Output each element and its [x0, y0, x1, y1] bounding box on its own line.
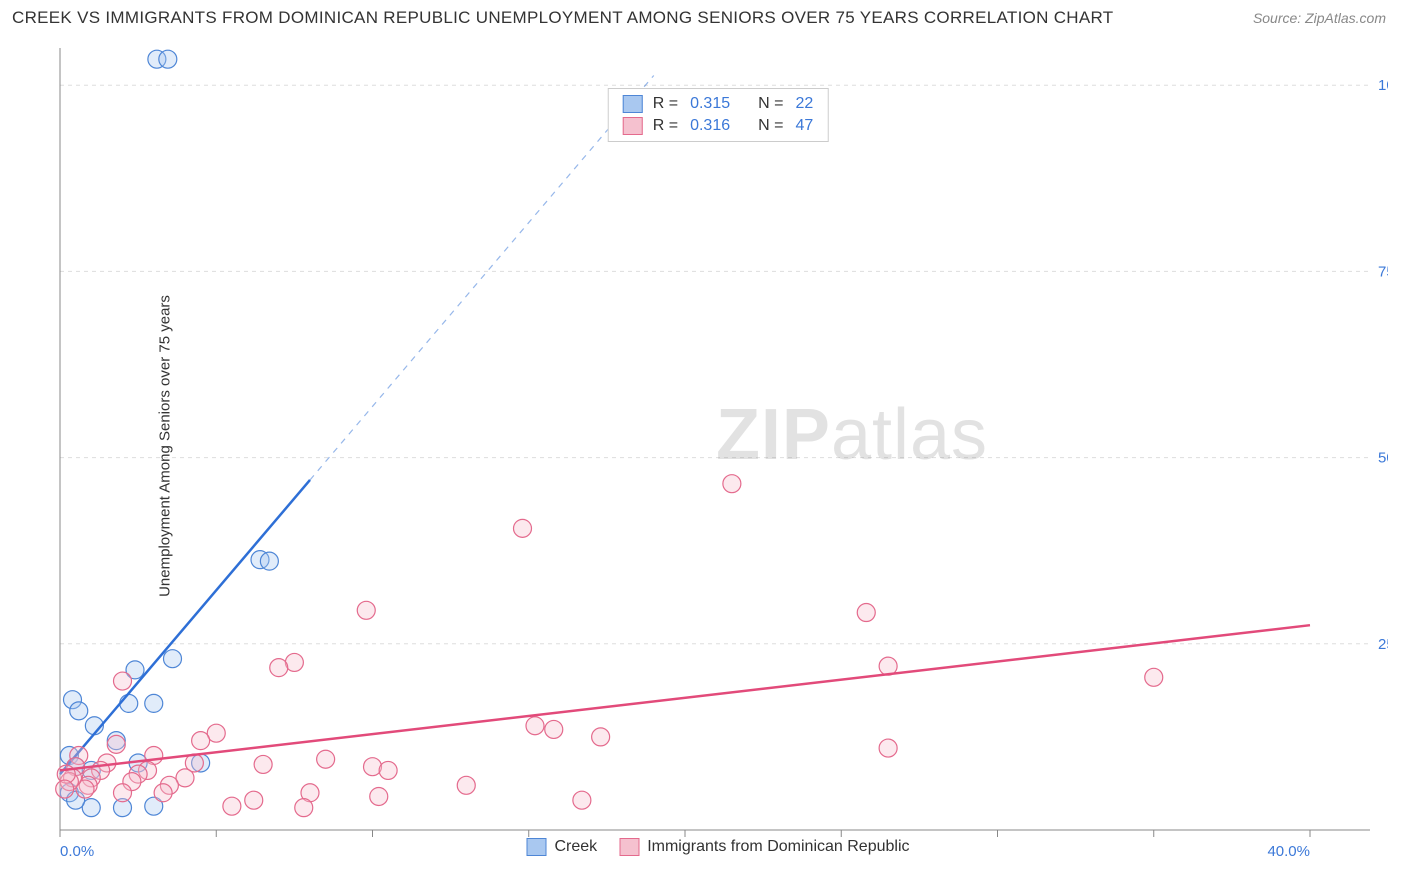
legend-row-creek: R = 0.315 N = 22 — [623, 93, 814, 115]
scatter-plot-svg: 25.0% 50.0% 75.0% 100.0% 0.0% 40.0% — [48, 42, 1388, 860]
data-point-dominican — [879, 739, 897, 757]
n-value: 47 — [795, 117, 813, 135]
r-value: 0.315 — [690, 95, 730, 113]
n-label: N = — [758, 117, 783, 135]
data-point-dominican — [457, 776, 475, 794]
y-tick-label: 25.0% — [1378, 636, 1388, 653]
data-point-dominican — [526, 717, 544, 735]
series-label: Immigrants from Dominican Republic — [647, 838, 909, 856]
r-value: 0.316 — [690, 117, 730, 135]
source-name: ZipAtlas.com — [1305, 10, 1386, 26]
data-point-dominican — [357, 601, 375, 619]
x-tick-label: 40.0% — [1267, 843, 1310, 860]
series-label: Creek — [555, 838, 598, 856]
data-point-dominican — [514, 519, 532, 537]
x-tick-label: 0.0% — [60, 843, 94, 860]
trend-line-dominican — [60, 625, 1310, 770]
data-point-creek — [159, 50, 177, 68]
data-point-dominican — [114, 672, 132, 690]
r-label: R = — [653, 95, 678, 113]
data-point-dominican — [107, 735, 125, 753]
data-point-dominican — [114, 784, 132, 802]
data-point-dominican — [223, 797, 241, 815]
chart-area: ZIPatlas 25.0%50.0%75.0%100.0%0.0%40.0% … — [48, 42, 1388, 860]
chart-title: CREEK VS IMMIGRANTS FROM DOMINICAN REPUB… — [12, 8, 1113, 28]
data-point-creek — [164, 650, 182, 668]
data-point-dominican — [723, 475, 741, 493]
series-legend: Creek Immigrants from Dominican Republic — [527, 838, 910, 856]
trend-line-creek — [60, 480, 310, 774]
data-point-creek — [120, 694, 138, 712]
data-point-creek — [70, 702, 88, 720]
data-point-dominican — [379, 761, 397, 779]
data-point-dominican — [857, 604, 875, 622]
source-attribution: Source: ZipAtlas.com — [1253, 10, 1386, 26]
data-point-dominican — [1145, 668, 1163, 686]
data-point-creek — [145, 694, 163, 712]
data-point-dominican — [364, 758, 382, 776]
y-tick-label: 50.0% — [1378, 450, 1388, 467]
y-tick-label: 75.0% — [1378, 263, 1388, 280]
data-point-dominican — [545, 720, 563, 738]
data-point-dominican — [573, 791, 591, 809]
legend-swatch-icon — [623, 95, 643, 113]
data-point-dominican — [56, 780, 74, 798]
n-value: 22 — [795, 95, 813, 113]
legend-swatch-icon — [619, 838, 639, 856]
data-point-dominican — [592, 728, 610, 746]
data-point-dominican — [295, 799, 313, 817]
data-point-creek — [260, 552, 278, 570]
data-point-dominican — [370, 787, 388, 805]
series-legend-item-creek: Creek — [527, 838, 598, 856]
source-label: Source: — [1253, 10, 1305, 26]
series-legend-item-dominican: Immigrants from Dominican Republic — [619, 838, 909, 856]
data-point-dominican — [192, 732, 210, 750]
trend-extension-creek — [310, 75, 654, 479]
data-point-dominican — [317, 750, 335, 768]
data-point-dominican — [254, 755, 272, 773]
n-label: N = — [758, 95, 783, 113]
legend-swatch-icon — [623, 117, 643, 135]
data-point-dominican — [245, 791, 263, 809]
data-point-dominican — [154, 784, 172, 802]
data-point-dominican — [270, 659, 288, 677]
r-label: R = — [653, 117, 678, 135]
y-tick-label: 100.0% — [1378, 77, 1388, 94]
legend-row-dominican: R = 0.316 N = 47 — [623, 115, 814, 137]
legend-swatch-icon — [527, 838, 547, 856]
correlation-legend: R = 0.315 N = 22 R = 0.316 N = 47 — [608, 88, 829, 142]
